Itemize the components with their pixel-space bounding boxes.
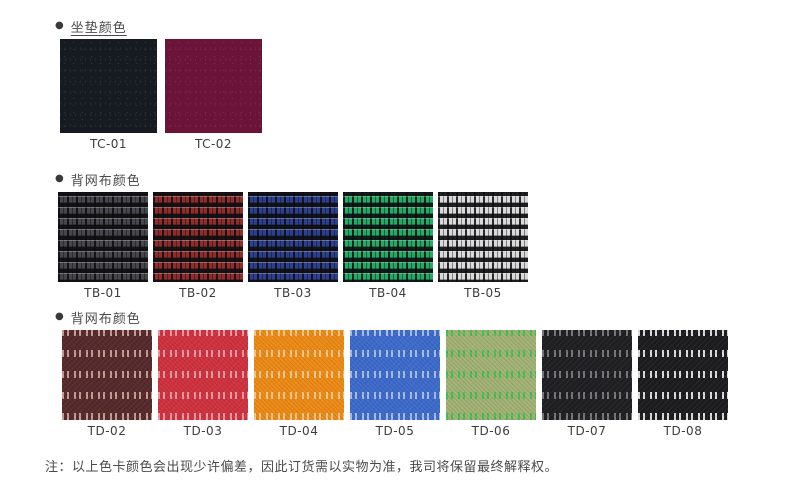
bullet-icon: ● <box>55 173 64 184</box>
fabric-swatch-TD-06 <box>446 330 536 420</box>
swatch-code-label: TB-03 <box>274 286 312 300</box>
section-header: ● 背网布颜色 <box>55 170 528 189</box>
swatch-code-label: TD-04 <box>279 424 319 438</box>
swatch-code-label: TD-02 <box>87 424 127 438</box>
color-section: ● 坐垫颜色 TC-01 TC-02 <box>55 17 262 151</box>
fabric-swatch-TB-01 <box>58 192 148 282</box>
swatch-cell: TB-02 <box>153 192 243 300</box>
swatch-cell: TD-03 <box>158 330 248 438</box>
swatch-code-label: TB-04 <box>369 286 407 300</box>
swatch-cell: TD-05 <box>350 330 440 438</box>
section-title: 背网布颜色 <box>70 311 141 327</box>
section-title: 背网布颜色 <box>70 173 141 189</box>
swatch-cell: TD-08 <box>638 330 728 438</box>
fabric-swatch-TB-02 <box>153 192 243 282</box>
section-title: 坐垫颜色 <box>70 20 127 36</box>
swatch-code-label: TD-07 <box>567 424 607 438</box>
section-header: ● 坐垫颜色 <box>55 17 262 36</box>
fabric-swatch-TD-04 <box>254 330 344 420</box>
bullet-icon: ● <box>55 20 64 31</box>
swatch-code-label: TB-01 <box>84 286 122 300</box>
color-section: ● 背网布颜色 TD-02 TD-03 TD-04 TD-05 TD-06 TD-07 TD-0… <box>55 308 728 438</box>
swatch-cell: TB-03 <box>248 192 338 300</box>
section-header: ● 背网布颜色 <box>55 308 728 327</box>
swatch-row: TB-01 TB-02 TB-03 TB-04 TB-05 <box>58 192 528 300</box>
swatch-cell: TD-04 <box>254 330 344 438</box>
fabric-swatch-TD-03 <box>158 330 248 420</box>
swatch-code-label: TC-01 <box>89 137 128 151</box>
fabric-swatch-TB-03 <box>248 192 338 282</box>
swatch-cell: TD-07 <box>542 330 632 438</box>
swatch-cell: TD-06 <box>446 330 536 438</box>
color-section: ● 背网布颜色 TB-01 TB-02 TB-03 TB-04 TB-05 <box>55 170 528 300</box>
swatch-cell: TC-02 <box>165 39 262 151</box>
swatch-cell: TC-01 <box>60 39 157 151</box>
fabric-swatch-TD-02 <box>62 330 152 420</box>
swatch-code-label: TD-03 <box>183 424 223 438</box>
fabric-swatch-TB-04 <box>343 192 433 282</box>
swatch-cell: TD-02 <box>62 330 152 438</box>
fabric-swatch-TD-05 <box>350 330 440 420</box>
fabric-swatch-TD-08 <box>638 330 728 420</box>
swatch-code-label: TD-08 <box>663 424 703 438</box>
fabric-swatch-TB-05 <box>438 192 528 282</box>
disclaimer-note: 注：以上色卡颜色会出现少许偏差，因此订货需以实物为准，我司将保留最终解释权。 <box>45 460 559 475</box>
swatch-row: TD-02 TD-03 TD-04 TD-05 TD-06 TD-07 TD-08 <box>62 330 728 438</box>
swatch-row: TC-01 TC-02 <box>60 39 262 151</box>
swatch-cell: TB-05 <box>438 192 528 300</box>
fabric-swatch-TD-07 <box>542 330 632 420</box>
swatch-code-label: TD-05 <box>375 424 415 438</box>
swatch-code-label: TD-06 <box>471 424 511 438</box>
swatch-cell: TB-01 <box>58 192 148 300</box>
swatch-code-label: TB-05 <box>464 286 502 300</box>
swatch-code-label: TB-02 <box>179 286 217 300</box>
swatch-code-label: TC-02 <box>194 137 233 151</box>
fabric-swatch-TC-01 <box>60 39 157 133</box>
bullet-icon: ● <box>55 311 64 322</box>
fabric-swatch-TC-02 <box>165 39 262 133</box>
swatch-cell: TB-04 <box>343 192 433 300</box>
